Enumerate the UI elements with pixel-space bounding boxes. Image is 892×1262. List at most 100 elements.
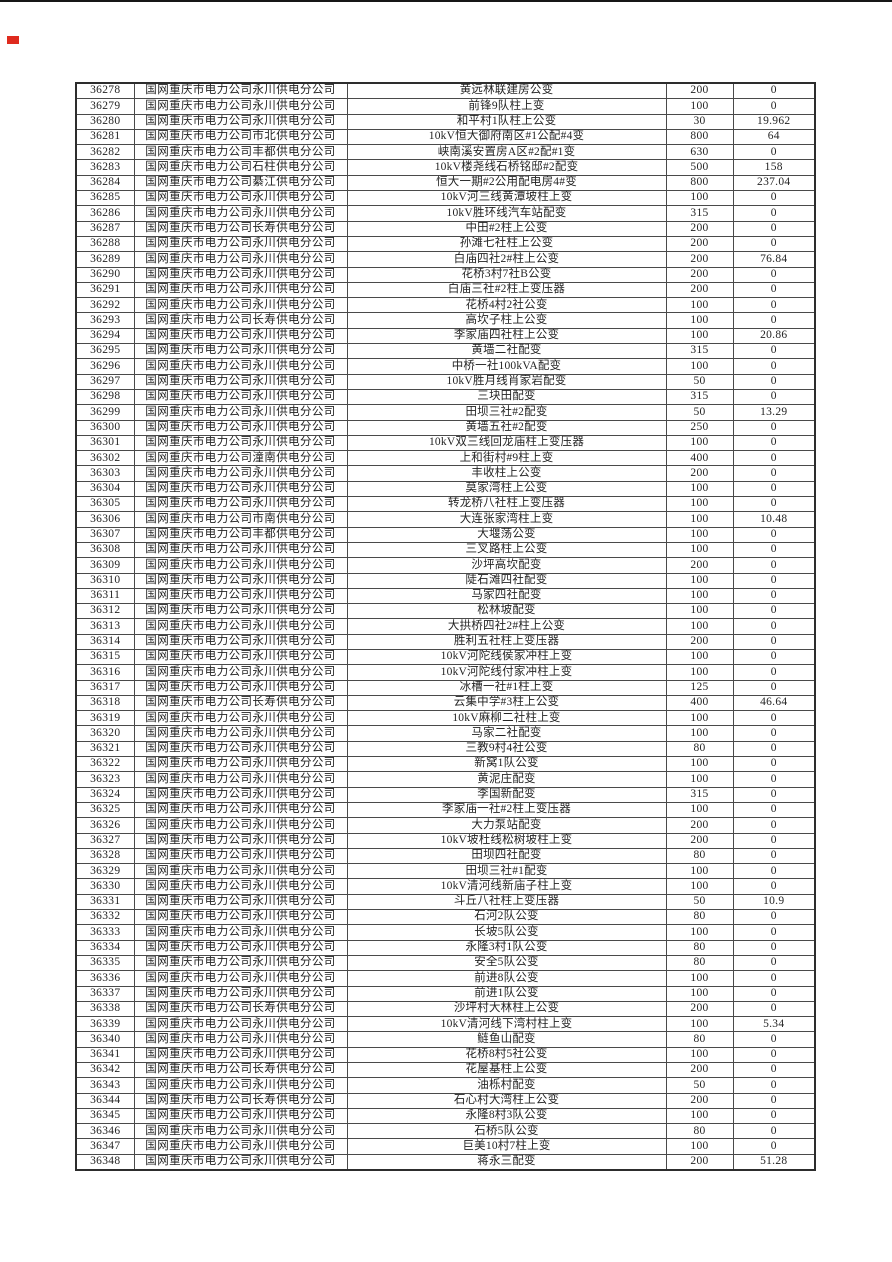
table-row: 36320 国网重庆市电力公司永川供电分公司 马家二社配变 100 0 xyxy=(75,725,816,742)
cell-reading-value: 76.84 xyxy=(732,251,816,268)
table-row: 36287 国网重庆市电力公司长寿供电分公司 中田#2柱上公变 200 0 xyxy=(75,220,816,237)
cell-capacity-value: 30 xyxy=(665,113,734,130)
cell-reading-value: 0 xyxy=(732,205,816,222)
cell-reading-value: 0 xyxy=(732,817,816,834)
cell-reading-value: 0 xyxy=(732,434,816,452)
cell-capacity-value: 100 xyxy=(665,801,734,819)
cell-transformer-name: 田坝四社配变 xyxy=(346,847,667,865)
cell-company-name: 国网重庆市电力公司綦江供电分公司 xyxy=(133,174,348,192)
cell-company-name: 国网重庆市电力公司永川供电分公司 xyxy=(133,893,348,911)
table-row: 36342 国网重庆市电力公司长寿供电分公司 花屋基柱上公变 200 0 xyxy=(75,1061,816,1079)
table-row: 36299 国网重庆市电力公司永川供电分公司 田坝三社#2配变 50 13.29 xyxy=(75,404,816,421)
cell-company-name: 国网重庆市电力公司永川供电分公司 xyxy=(133,1123,348,1140)
cell-transformer-name: 三块田配变 xyxy=(346,388,667,406)
cell-capacity-value: 100 xyxy=(665,603,734,620)
cell-record-id: 36346 xyxy=(75,1123,135,1140)
table-row: 36326 国网重庆市电力公司永川供电分公司 大力泵站配变 200 0 xyxy=(75,817,816,834)
cell-capacity-value: 200 xyxy=(665,281,734,299)
cell-transformer-name: 10kV胜环线汽车站配变 xyxy=(346,205,667,222)
cell-record-id: 36290 xyxy=(75,266,135,283)
cell-transformer-name: 陡石滩四社配变 xyxy=(346,572,667,589)
cell-record-id: 36288 xyxy=(75,235,135,253)
cell-company-name: 国网重庆市电力公司长寿供电分公司 xyxy=(133,312,348,329)
cell-record-id: 36314 xyxy=(75,633,135,650)
cell-company-name: 国网重庆市电力公司永川供电分公司 xyxy=(133,327,348,345)
cell-transformer-name: 10kV麻柳二社柱上变 xyxy=(346,710,667,727)
table-row: 36318 国网重庆市电力公司长寿供电分公司 云集中学#3柱上公变 400 46… xyxy=(75,694,816,712)
cell-reading-value: 0 xyxy=(732,771,816,788)
cell-reading-value: 237.04 xyxy=(732,174,816,192)
cell-capacity-value: 100 xyxy=(665,327,734,345)
cell-reading-value: 0 xyxy=(732,847,816,865)
cell-transformer-name: 永隆8村3队公变 xyxy=(346,1107,667,1125)
cell-reading-value: 0 xyxy=(732,1061,816,1079)
table-row: 36301 国网重庆市电力公司永川供电分公司 10kV双三线回龙庙柱上变压器 1… xyxy=(75,434,816,452)
cell-record-id: 36318 xyxy=(75,694,135,712)
cell-capacity-value: 315 xyxy=(665,388,734,406)
cell-reading-value: 0 xyxy=(732,496,816,513)
cell-company-name: 国网重庆市电力公司永川供电分公司 xyxy=(133,1046,348,1064)
cell-company-name: 国网重庆市电力公司永川供电分公司 xyxy=(133,954,348,972)
cell-transformer-name: 永隆3村1队公变 xyxy=(346,939,667,956)
cell-record-id: 36284 xyxy=(75,174,135,192)
cell-capacity-value: 100 xyxy=(665,985,734,1002)
cell-transformer-name: 长坡5队公变 xyxy=(346,924,667,941)
cell-record-id: 36289 xyxy=(75,251,135,268)
cell-company-name: 国网重庆市电力公司永川供电分公司 xyxy=(133,281,348,299)
cell-reading-value: 0 xyxy=(732,190,816,207)
cell-reading-value: 0 xyxy=(732,1092,816,1109)
cell-company-name: 国网重庆市电力公司丰都供电分公司 xyxy=(133,526,348,543)
cell-company-name: 国网重庆市电力公司永川供电分公司 xyxy=(133,801,348,819)
cell-record-id: 36301 xyxy=(75,434,135,452)
cell-reading-value: 0 xyxy=(732,939,816,956)
table-row: 36303 国网重庆市电力公司永川供电分公司 丰收柱上公变 200 0 xyxy=(75,465,816,482)
cell-record-id: 36329 xyxy=(75,863,135,880)
cell-record-id: 36328 xyxy=(75,847,135,865)
cell-transformer-name: 田坝三社#1配变 xyxy=(346,863,667,880)
cell-transformer-name: 蒋永三配变 xyxy=(346,1153,667,1171)
cell-record-id: 36280 xyxy=(75,113,135,130)
cell-record-id: 36304 xyxy=(75,480,135,498)
cell-company-name: 国网重庆市电力公司永川供电分公司 xyxy=(133,1153,348,1171)
cell-record-id: 36302 xyxy=(75,450,135,467)
cell-transformer-name: 花桥8村5社公变 xyxy=(346,1046,667,1064)
cell-record-id: 36282 xyxy=(75,144,135,161)
cell-reading-value: 0 xyxy=(732,664,816,681)
cell-record-id: 36321 xyxy=(75,740,135,758)
cell-company-name: 国网重庆市电力公司永川供电分公司 xyxy=(133,235,348,253)
cell-capacity-value: 80 xyxy=(665,740,734,758)
cell-capacity-value: 80 xyxy=(665,954,734,972)
cell-reading-value: 0 xyxy=(732,618,816,635)
cell-capacity-value: 100 xyxy=(665,618,734,635)
cell-transformer-name: 花桥3村7社B公变 xyxy=(346,266,667,283)
cell-transformer-name: 转龙桥八社柱上变压器 xyxy=(346,496,667,513)
transformer-table: 36278 国网重庆市电力公司永川供电分公司 黄远林联建房公变 200 0 36… xyxy=(75,82,816,1172)
cell-company-name: 国网重庆市电力公司永川供电分公司 xyxy=(133,98,348,115)
top-edge-line xyxy=(0,0,892,2)
cell-reading-value: 0 xyxy=(732,1138,816,1155)
cell-record-id: 36286 xyxy=(75,205,135,222)
cell-transformer-name: 白庙三社#2柱上变压器 xyxy=(346,281,667,299)
cell-transformer-name: 黄泥庄配变 xyxy=(346,771,667,788)
cell-record-id: 36331 xyxy=(75,893,135,911)
cell-capacity-value: 200 xyxy=(665,82,734,100)
cell-reading-value: 0 xyxy=(732,648,816,666)
cell-company-name: 国网重庆市电力公司永川供电分公司 xyxy=(133,434,348,452)
cell-company-name: 国网重庆市电力公司永川供电分公司 xyxy=(133,465,348,482)
cell-record-id: 36300 xyxy=(75,419,135,436)
cell-capacity-value: 200 xyxy=(665,817,734,834)
cell-reading-value: 10.9 xyxy=(732,893,816,911)
cell-record-id: 36336 xyxy=(75,970,135,987)
cell-record-id: 36307 xyxy=(75,526,135,543)
table-row: 36325 国网重庆市电力公司永川供电分公司 李家庙一社#2柱上变压器 100 … xyxy=(75,801,816,819)
cell-capacity-value: 50 xyxy=(665,893,734,911)
cell-capacity-value: 400 xyxy=(665,694,734,712)
table-row: 36311 国网重庆市电力公司永川供电分公司 马家四社配变 100 0 xyxy=(75,587,816,605)
table-row: 36280 国网重庆市电力公司永川供电分公司 和平村1队柱上公变 30 19.9… xyxy=(75,113,816,130)
cell-transformer-name: 黄远林联建房公变 xyxy=(346,82,667,100)
cell-company-name: 国网重庆市电力公司永川供电分公司 xyxy=(133,771,348,788)
cell-transformer-name: 10kV河陀线付家冲柱上变 xyxy=(346,664,667,681)
cell-transformer-name: 和平村1队柱上公变 xyxy=(346,113,667,130)
cell-capacity-value: 100 xyxy=(665,297,734,314)
cell-company-name: 国网重庆市电力公司永川供电分公司 xyxy=(133,878,348,895)
